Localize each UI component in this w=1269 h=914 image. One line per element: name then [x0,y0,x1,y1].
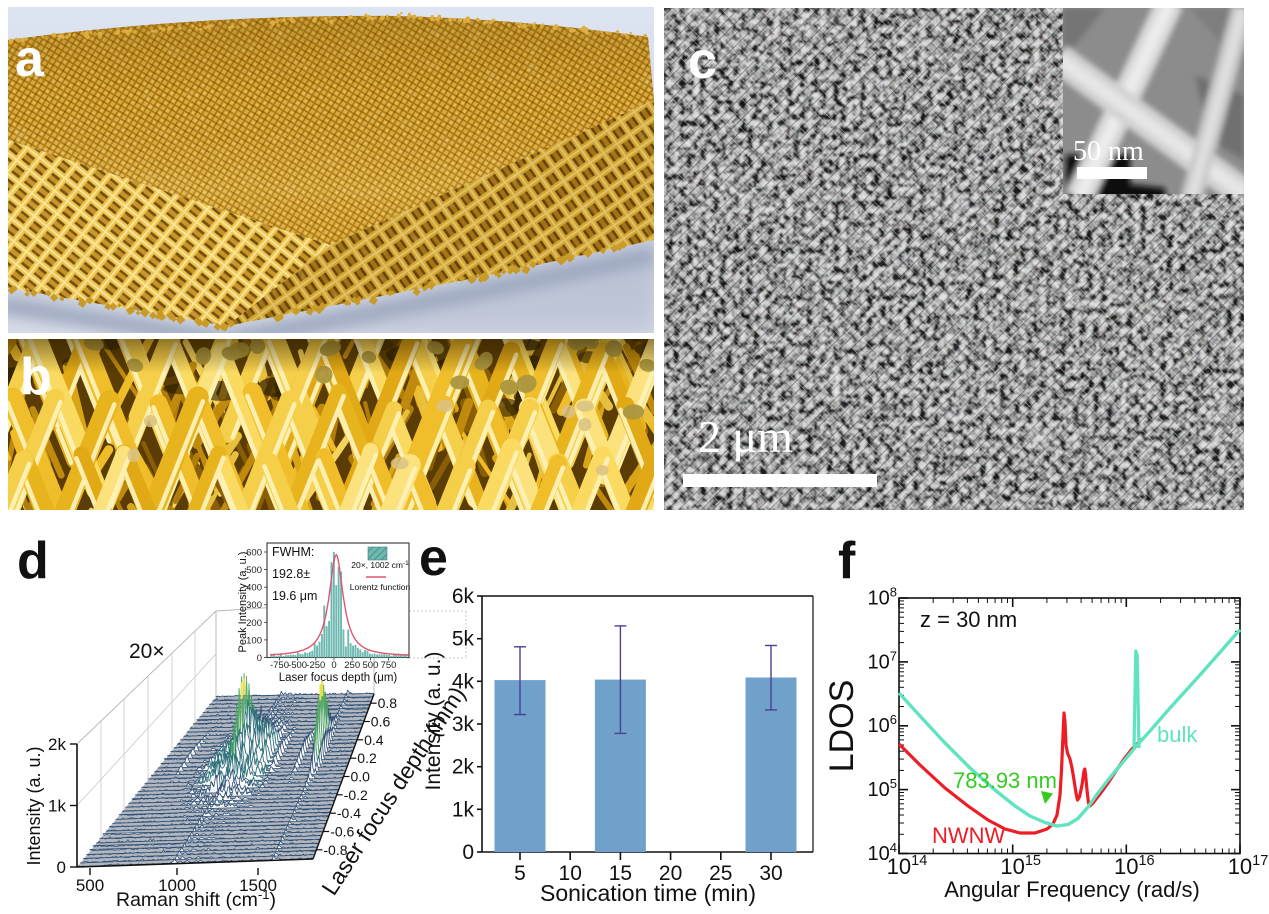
svg-text:500: 500 [76,876,104,895]
svg-text:Sonication time (min): Sonication time (min) [540,880,756,906]
svg-text:250: 250 [344,660,360,671]
svg-text:0: 0 [257,653,262,664]
svg-text:Lorentz function: Lorentz function [350,582,411,592]
svg-text:bulk: bulk [1157,722,1198,747]
svg-text:2 μm: 2 μm [698,411,793,462]
svg-text:200: 200 [246,618,262,629]
svg-text:0.2: 0.2 [357,750,377,766]
svg-text:f: f [838,532,856,590]
svg-text:0.0: 0.0 [351,769,371,785]
svg-text:Peak Intensity (a. u.): Peak Intensity (a. u.) [237,552,249,653]
svg-text:192.8±: 192.8± [272,567,310,581]
svg-text:750: 750 [381,660,397,671]
svg-text:0: 0 [462,841,474,864]
svg-text:FWHM:: FWHM: [272,545,314,559]
svg-text:500: 500 [362,660,378,671]
svg-text:1k: 1k [452,798,475,821]
svg-text:1k: 1k [48,797,66,816]
svg-text:2k: 2k [452,756,475,779]
svg-text:5: 5 [514,862,526,885]
svg-text:Intensity (a. u.): Intensity (a. u.) [24,746,44,865]
svg-text:15: 15 [609,862,632,885]
svg-text:25: 25 [709,862,732,885]
svg-text:5k: 5k [452,628,475,651]
svg-text:30: 30 [759,862,782,885]
svg-text:1000: 1000 [158,876,196,895]
svg-text:0: 0 [331,660,336,671]
svg-text:50 nm: 50 nm [1073,136,1144,167]
svg-text:NWNW: NWNW [932,823,1006,848]
svg-text:0: 0 [57,858,66,877]
svg-text:Intensity (a. u.): Intensity (a. u.) [422,652,445,791]
svg-text:0.8: 0.8 [378,695,398,711]
svg-text:4k: 4k [452,670,475,693]
svg-text:b: b [20,348,52,406]
svg-text:500: 500 [246,565,262,576]
svg-text:6k: 6k [452,585,475,608]
svg-text:3k: 3k [452,713,475,736]
svg-text:z = 30 nm: z = 30 nm [920,607,1017,632]
svg-text:104: 104 [868,840,897,865]
svg-text:100: 100 [246,635,262,646]
svg-text:783.93 nm: 783.93 nm [953,768,1057,793]
svg-text:a: a [15,30,45,88]
svg-text:-0.4: -0.4 [337,805,361,821]
svg-text:-0.8: -0.8 [323,842,347,858]
svg-text:-0.6: -0.6 [330,824,354,840]
svg-text:-0.2: -0.2 [344,787,368,803]
svg-text:c: c [688,32,717,90]
svg-text:1017: 1017 [1228,853,1269,879]
svg-text:-250: -250 [306,660,325,671]
svg-text:19.6 μm: 19.6 μm [272,589,317,603]
svg-text:10: 10 [559,862,582,885]
svg-text:20×, 1002 cm-1: 20×, 1002 cm-1 [351,560,409,570]
svg-text:Angular Frequency (rad/s): Angular Frequency (rad/s) [944,877,1200,902]
svg-text:-750: -750 [270,660,289,671]
svg-text:0.6: 0.6 [371,714,391,730]
svg-text:400: 400 [246,583,262,594]
svg-text:-500: -500 [288,660,307,671]
svg-text:Raman shift (cm-1): Raman shift (cm-1) [116,887,276,911]
svg-text:2k: 2k [48,735,66,754]
svg-text:1500: 1500 [239,876,277,895]
svg-text:300: 300 [246,600,262,611]
svg-text:e: e [419,529,448,587]
svg-text:LDOS: LDOS [823,680,861,773]
svg-text:600: 600 [246,548,262,559]
svg-text:20: 20 [659,862,682,885]
svg-text:Laser focus depth (μm): Laser focus depth (μm) [279,672,398,684]
svg-text:20×: 20× [129,640,165,663]
svg-text:d: d [17,532,49,590]
svg-text:0.4: 0.4 [364,732,384,748]
